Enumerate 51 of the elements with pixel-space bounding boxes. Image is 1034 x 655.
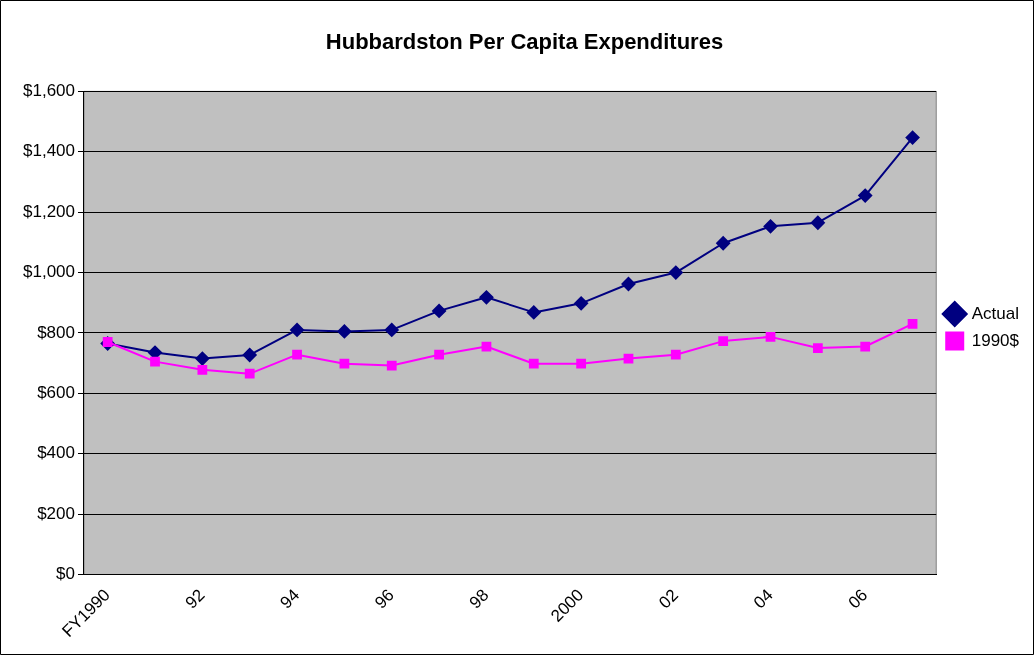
point bbox=[716, 236, 731, 251]
point bbox=[860, 341, 871, 352]
point bbox=[339, 358, 350, 369]
x-tick-label: 06 bbox=[844, 585, 872, 613]
point bbox=[810, 215, 825, 230]
point bbox=[150, 356, 160, 367]
chart-title: Hubbardston Per Capita Expenditures bbox=[325, 29, 724, 55]
point bbox=[434, 349, 444, 360]
point bbox=[197, 364, 208, 375]
y-tick-label: $0 bbox=[56, 564, 75, 584]
x-tick-label: 94 bbox=[276, 585, 304, 613]
y-tick-label: $1,600 bbox=[23, 81, 75, 101]
point bbox=[668, 265, 683, 280]
y-tick-label: $800 bbox=[37, 322, 75, 342]
point bbox=[384, 322, 399, 337]
y-tick-label: $1,400 bbox=[23, 141, 75, 161]
y-tick-label: $200 bbox=[37, 503, 75, 523]
point bbox=[576, 358, 587, 369]
point bbox=[242, 347, 257, 362]
point bbox=[718, 336, 729, 346]
point bbox=[670, 349, 681, 360]
y-tick-label: $1,200 bbox=[23, 201, 75, 221]
point bbox=[858, 188, 873, 203]
point bbox=[244, 368, 255, 379]
x-tick-label: 04 bbox=[749, 585, 777, 613]
point bbox=[528, 358, 539, 369]
point bbox=[292, 349, 302, 360]
y-tick-label: $1,000 bbox=[23, 262, 75, 282]
point bbox=[432, 303, 447, 318]
point bbox=[386, 360, 397, 371]
point bbox=[102, 337, 113, 347]
point bbox=[195, 351, 210, 366]
point bbox=[765, 331, 776, 342]
point bbox=[526, 305, 541, 320]
point bbox=[907, 318, 918, 329]
y-tick-label: $400 bbox=[37, 443, 75, 463]
point bbox=[337, 324, 352, 339]
legend-label: Actual bbox=[971, 303, 1019, 323]
x-tick-label: 02 bbox=[655, 585, 682, 613]
legend-label: 1990$ bbox=[971, 330, 1020, 350]
y-tick-label: $600 bbox=[37, 383, 75, 403]
point bbox=[479, 290, 494, 305]
point bbox=[812, 343, 823, 353]
point bbox=[290, 322, 305, 337]
x-tick-label: 92 bbox=[181, 585, 209, 613]
x-tick-label: 96 bbox=[371, 585, 398, 613]
point bbox=[574, 296, 589, 311]
point bbox=[621, 277, 636, 292]
point bbox=[763, 219, 778, 234]
x-tick-label: 98 bbox=[465, 585, 493, 613]
point bbox=[905, 130, 920, 145]
